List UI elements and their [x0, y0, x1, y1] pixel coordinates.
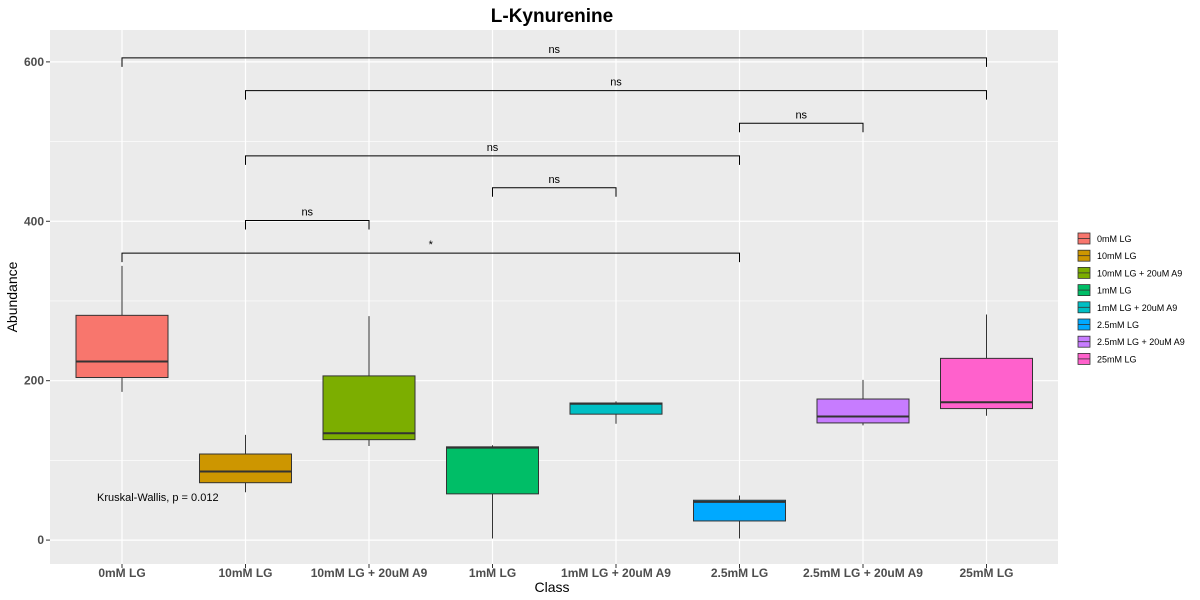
comparison-brackets: ns ns ns ns ns ns *: [121, 44, 987, 263]
bracket-label: ns: [795, 109, 807, 121]
bracket-label: ns: [610, 77, 622, 89]
legend-label: 25mM LG: [1097, 354, 1137, 364]
y-tick-label: 0: [37, 533, 44, 547]
x-tick-label: 1mM LG: [469, 566, 516, 580]
legend: 0mM LG 10mM LG 10mM LG + 20uM A9 1mM LG 1mM …: [1077, 232, 1185, 365]
legend-item-7: 2.5mM LG + 20uM A9: [1077, 335, 1185, 348]
x-tick-label: 25mM LG: [959, 566, 1013, 580]
bracket-line: [121, 252, 740, 263]
x-tick-label: 2.5mM LG + 20uM A9: [803, 566, 923, 580]
legend-label: 1mM LG: [1097, 286, 1132, 296]
comparison-bracket-5: ns: [492, 174, 617, 197]
legend-item-8: 25mM LG: [1077, 352, 1137, 365]
y-tick-label: 200: [24, 374, 44, 388]
comparison-bracket-6: ns: [245, 206, 370, 230]
box-2: [199, 434, 292, 493]
bracket-label: ns: [301, 206, 313, 218]
legend-item-3: 10mM LG + 20uM A9: [1077, 266, 1182, 279]
box-7: [816, 379, 910, 426]
bracket-label: ns: [487, 142, 499, 154]
box-6: [693, 495, 786, 539]
box-body: [446, 446, 539, 495]
box-1: [75, 265, 169, 392]
comparison-bracket-2: ns: [245, 77, 987, 100]
box-body: [693, 499, 786, 522]
chart-title: L-Kynurenine: [491, 6, 613, 27]
box-5: [569, 401, 663, 424]
box-body: [816, 398, 910, 424]
x-tick-label: 10mM LG: [218, 566, 272, 580]
box-4: [446, 445, 539, 539]
legend-label: 10mM LG + 20uM A9: [1097, 268, 1182, 278]
grid-lines: [50, 30, 1058, 564]
bracket-label: *: [429, 239, 434, 251]
legend-item-6: 2.5mM LG: [1077, 318, 1139, 331]
y-axis: 0 200 400 600: [24, 55, 50, 547]
legend-label: 2.5mM LG + 20uM A9: [1097, 337, 1185, 347]
legend-item-5: 1mM LG + 20uM A9: [1077, 301, 1177, 314]
bracket-line: [492, 187, 617, 197]
comparison-bracket-3: ns: [739, 109, 864, 133]
box-body: [199, 453, 292, 484]
y-axis-title: Abundance: [4, 261, 20, 332]
x-axis-title: Class: [534, 579, 569, 595]
comparison-bracket-4: ns: [245, 142, 740, 165]
legend-label: 0mM LG: [1097, 234, 1132, 244]
bracket-label: ns: [548, 174, 560, 186]
box-8: [940, 314, 1033, 416]
legend-label: 1mM LG + 20uM A9: [1097, 303, 1177, 313]
box-body: [940, 357, 1033, 410]
boxes: [75, 265, 1033, 539]
legend-label: 2.5mM LG: [1097, 320, 1139, 330]
legend-item-4: 1mM LG: [1077, 284, 1132, 297]
comparison-bracket-7: *: [121, 239, 740, 263]
y-tick-label: 400: [24, 214, 44, 228]
box-3: [322, 316, 416, 447]
x-tick-label: 2.5mM LG: [711, 566, 768, 580]
x-tick-label: 10mM LG + 20uM A9: [311, 566, 428, 580]
plot-panel: [50, 30, 1058, 564]
legend-item-2: 10mM LG: [1077, 249, 1137, 262]
bracket-line: [121, 57, 987, 67]
x-tick-label: 0mM LG: [98, 566, 145, 580]
x-tick-label: 1mM LG + 20uM A9: [561, 566, 671, 580]
box-body: [75, 314, 169, 378]
bracket-line: [245, 90, 987, 100]
y-tick-label: 600: [24, 55, 44, 69]
test-annotation: Kruskal-Wallis, p = 0.012: [97, 492, 219, 504]
box-body: [322, 375, 416, 441]
bracket-line: [245, 155, 740, 165]
legend-item-1: 0mM LG: [1077, 232, 1132, 245]
bracket-line: [739, 122, 864, 133]
legend-label: 10mM LG: [1097, 251, 1137, 261]
bracket-label: ns: [548, 44, 560, 56]
comparison-bracket-1: ns: [121, 44, 987, 67]
bracket-line: [245, 219, 370, 230]
x-axis: 0mM LG 10mM LG 10mM LG + 20uM A9 1mM LG 1mM …: [98, 564, 1014, 580]
